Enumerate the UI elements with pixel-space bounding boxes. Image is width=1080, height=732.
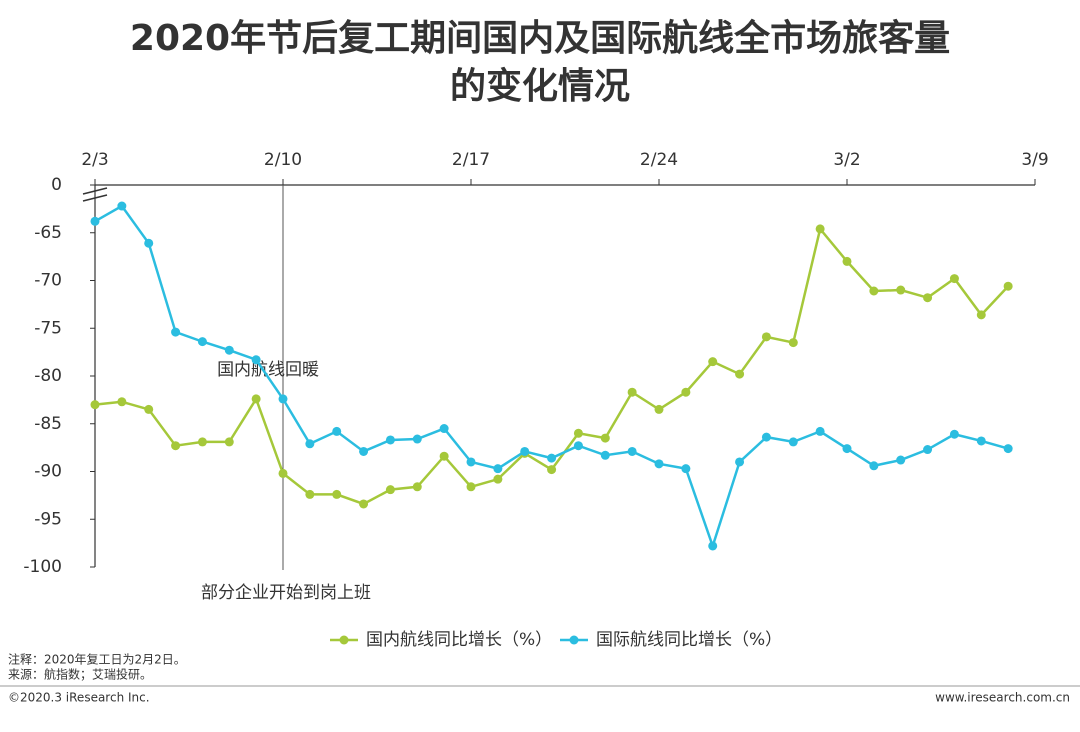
point [761,332,771,342]
point [1003,281,1013,291]
point [735,457,745,467]
website: www.iresearch.com.cn [935,691,1070,705]
point [654,459,664,469]
point [278,468,288,478]
point [305,489,315,499]
y-tick-label: -80 [34,366,62,386]
annotation-text: 部分企业开始到岗上班 [201,583,371,603]
x-tick-label: 2/17 [452,150,490,170]
point [842,444,852,454]
point [493,474,503,484]
y-tick-label: -100 [23,557,62,577]
point [869,286,879,296]
point [359,499,369,509]
point [815,426,825,436]
point [412,434,422,444]
point [949,274,959,284]
point [332,489,342,499]
point [708,357,718,367]
point [896,285,906,295]
x-tick-label: 2/10 [264,150,302,170]
y-tick-label: -75 [34,318,62,338]
copyright: ©2020.3 iResearch Inc. [8,691,150,705]
point [573,441,583,451]
point [439,424,449,434]
point [197,437,207,447]
point [332,426,342,436]
x-tick-label: 2/24 [640,150,678,170]
point [681,464,691,474]
x-tick-label: 3/9 [1021,150,1048,170]
y-tick-label: -70 [34,271,62,291]
point [117,397,127,407]
note: 来源：航指数；艾瑞投研。 [8,667,152,682]
point [708,541,718,551]
chart-title: 2020年节后复工期间国内及国际航线全市场旅客量 [130,17,950,59]
point [466,457,476,467]
point [90,400,100,410]
note: 注释：2020年复工日为2月2日。 [8,652,186,667]
point [439,451,449,461]
legend-marker [339,635,349,645]
legend-label: 国内航线同比增长（%） [366,630,552,650]
point [654,404,664,414]
point [251,355,261,365]
point [197,337,207,347]
x-tick-label: 3/2 [833,150,860,170]
point [815,224,825,234]
point [520,446,530,456]
point [385,435,395,445]
point [788,437,798,447]
point [976,310,986,320]
point [547,465,557,475]
y-tick-label: 0 [51,175,62,195]
axis-break [82,194,108,202]
chart-subtitle: 的变化情况 [450,65,630,107]
point [224,437,234,447]
point [735,369,745,379]
y-tick-label: -85 [34,414,62,434]
point [90,216,100,226]
point [761,432,771,442]
x-tick-label: 2/3 [81,150,108,170]
point [869,461,879,471]
point [600,450,610,460]
y-tick-label: -95 [34,509,62,529]
point [171,441,181,451]
point [976,436,986,446]
point [144,238,154,248]
y-tick-label: -90 [34,462,62,482]
point [627,387,637,397]
point [600,433,610,443]
legend-marker [569,635,579,645]
point [359,446,369,456]
axis-break [82,187,108,195]
point [412,482,422,492]
point [466,482,476,492]
point [224,345,234,355]
point [385,485,395,495]
point [1003,444,1013,454]
y-tick-label: -65 [34,223,62,243]
point [117,201,127,211]
point [949,429,959,439]
legend-label: 国际航线同比增长（%） [596,630,782,650]
point [681,387,691,397]
point [627,446,637,456]
point [923,293,933,303]
point [493,464,503,474]
point [144,404,154,414]
annotation-text: 国内航线回暖 [217,360,319,380]
point [305,439,315,449]
point [842,256,852,266]
point [547,453,557,463]
point [251,394,261,404]
point [278,394,288,404]
point [788,338,798,348]
point [573,428,583,438]
point [923,445,933,455]
point [171,327,181,337]
point [896,455,906,465]
